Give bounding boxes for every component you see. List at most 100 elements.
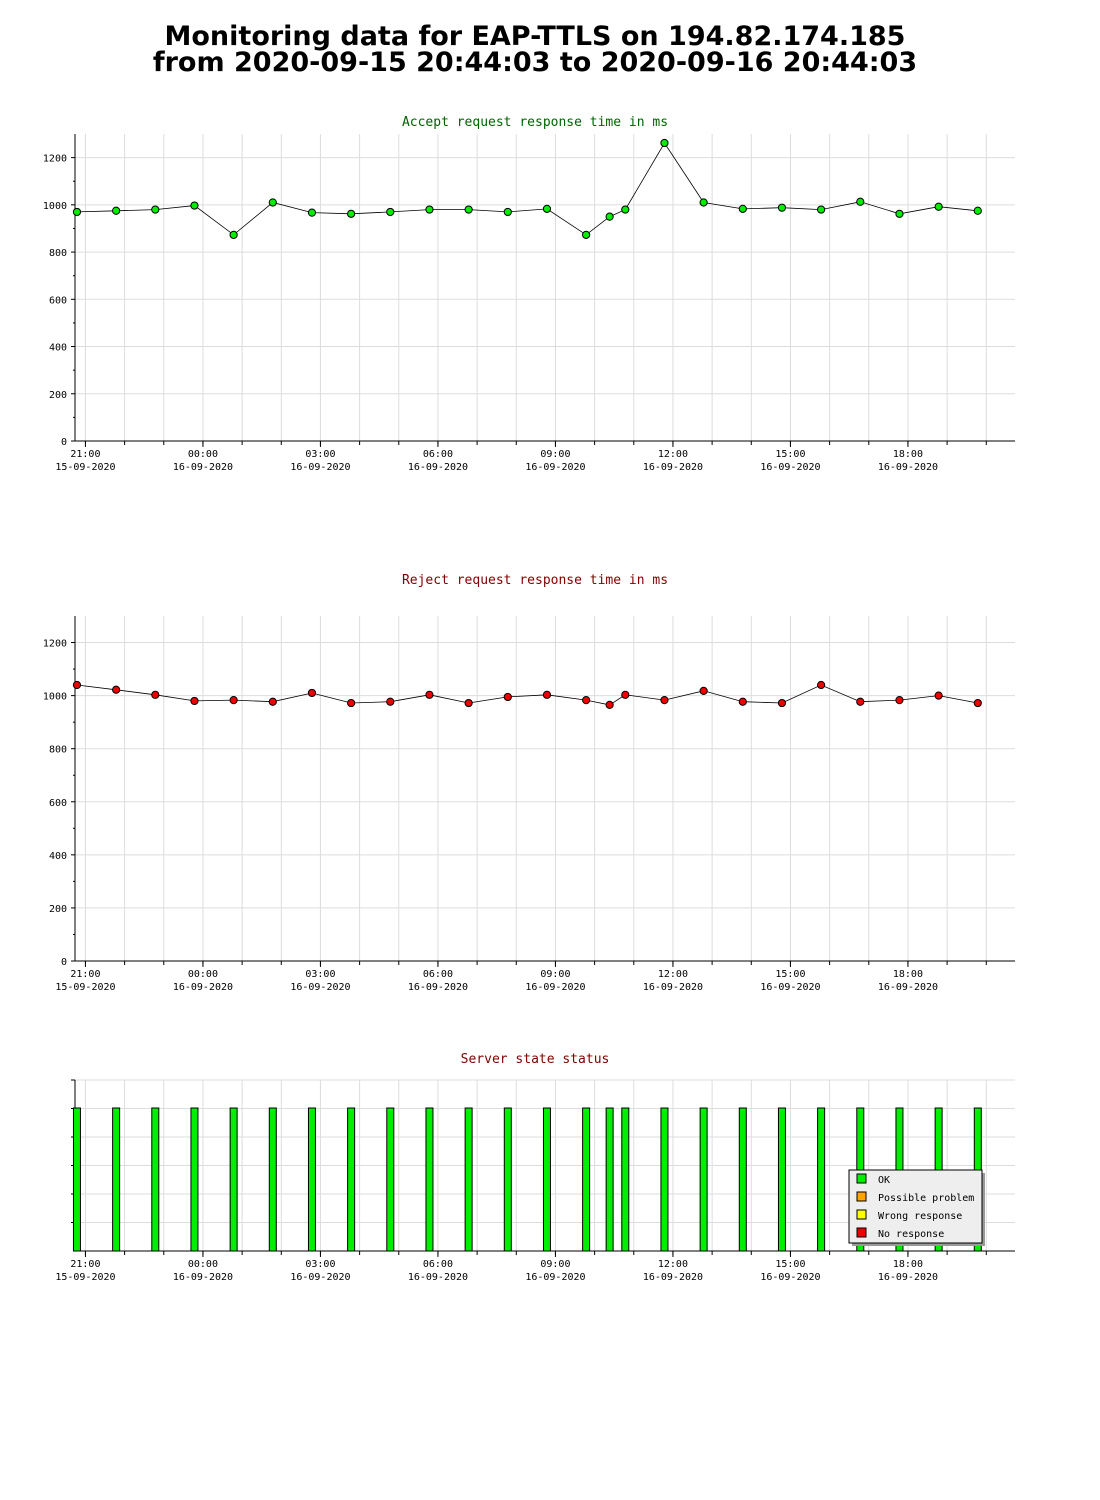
x-tick-label-time: 21:00 <box>70 449 100 460</box>
x-tick-label-time: 15:00 <box>775 1259 805 1270</box>
data-point <box>425 205 434 214</box>
x-tick-label-time: 21:00 <box>70 1259 100 1270</box>
legend-label-wrong-response: Wrong response <box>878 1211 962 1222</box>
data-point <box>112 685 121 694</box>
x-tick-label-date: 16-09-2020 <box>525 982 585 993</box>
data-point <box>503 692 512 702</box>
series-line <box>76 142 978 236</box>
status-bar <box>605 1107 614 1252</box>
x-tick-label-date: 16-09-2020 <box>408 1272 468 1283</box>
x-tick-label-time: 09:00 <box>540 969 570 980</box>
data-point <box>347 698 356 708</box>
x-tick-label-date: 16-09-2020 <box>878 462 938 473</box>
legend-label-ok: OK <box>878 1175 890 1186</box>
data-point <box>605 700 614 710</box>
page-title-line-1: Monitoring data for EAP-TTLS on 194.82.1… <box>164 21 906 52</box>
x-tick-label-date: 16-09-2020 <box>760 1272 820 1283</box>
status-bar <box>229 1107 238 1252</box>
x-tick-label-date: 16-09-2020 <box>525 462 585 473</box>
data-point <box>895 209 904 218</box>
y-tick-label: 1200 <box>43 639 67 650</box>
data-point <box>738 204 747 213</box>
x-tick-label-date: 15-09-2020 <box>55 462 115 473</box>
data-point <box>347 209 356 218</box>
x-tick-label-date: 16-09-2020 <box>643 982 703 993</box>
data-point <box>777 203 787 212</box>
y-tick-label: 600 <box>49 798 67 809</box>
x-tick-label-date: 16-09-2020 <box>643 462 703 473</box>
data-point <box>621 205 630 214</box>
x-tick-label-date: 16-09-2020 <box>290 982 350 993</box>
x-tick-label-time: 15:00 <box>775 449 805 460</box>
status-bar <box>190 1107 199 1252</box>
legend-swatch-possible-problem <box>856 1191 867 1202</box>
y-tick-label: 200 <box>49 390 67 401</box>
legend-swatch-no-response <box>856 1227 867 1238</box>
legend-swatch-wrong-response <box>856 1209 867 1220</box>
status-bar <box>503 1107 512 1252</box>
data-point <box>817 205 826 214</box>
data-point <box>699 198 708 207</box>
data-point <box>660 138 669 148</box>
data-point <box>934 202 943 211</box>
data-point <box>307 208 317 217</box>
reject-chart-title: Reject request response time in ms <box>402 573 668 588</box>
status-bar <box>699 1107 708 1252</box>
y-tick-label: 400 <box>49 851 67 862</box>
legend <box>848 1169 983 1244</box>
x-tick-label-time: 06:00 <box>423 969 453 980</box>
x-tick-label-time: 18:00 <box>893 449 923 460</box>
x-tick-label-date: 16-09-2020 <box>290 1272 350 1283</box>
legend-swatch-ok <box>856 1173 867 1184</box>
status-bar <box>112 1107 121 1252</box>
server-status-chart: 21:00 15-09-2020 00:00 16-09-2020 03:00 16-09… <box>55 1079 1015 1283</box>
data-point <box>895 696 904 705</box>
x-tick-label-time: 00:00 <box>188 449 218 460</box>
reject-response-chart: 0 200 400 600 800 1000 1200 21:00 15-09-2020 00:0… <box>43 616 1015 993</box>
data-point <box>777 698 787 708</box>
legend-label-possible-problem: Possible problem <box>878 1193 974 1204</box>
x-tick-label-date: 16-09-2020 <box>173 982 233 993</box>
x-tick-label-date: 15-09-2020 <box>55 982 115 993</box>
status-bar <box>307 1107 316 1252</box>
legend-label-no-response: No response <box>878 1229 944 1240</box>
x-tick-label-time: 03:00 <box>305 1259 335 1270</box>
x-tick-label-time: 09:00 <box>540 449 570 460</box>
x-tick-label-time: 06:00 <box>423 449 453 460</box>
accept-response-chart: 0 200 400 600 800 1000 1200 21:00 15-09-2020 00:0… <box>43 134 1015 473</box>
x-tick-label-date: 16-09-2020 <box>525 1272 585 1283</box>
data-point <box>386 697 395 706</box>
x-tick-label-date: 16-09-2020 <box>173 462 233 473</box>
x-tick-label-date: 16-09-2020 <box>760 982 820 993</box>
data-point <box>856 697 865 706</box>
page-title: Monitoring data for EAP-TTLS on 194.82.1… <box>0 21 1070 76</box>
data-point <box>973 698 982 708</box>
status-bar <box>72 1107 81 1252</box>
x-tick-label-date: 16-09-2020 <box>408 982 468 993</box>
data-point <box>542 690 552 699</box>
data-point <box>621 690 630 699</box>
x-tick-label-time: 18:00 <box>893 969 923 980</box>
data-point <box>425 690 434 699</box>
x-tick-label-time: 12:00 <box>658 969 688 980</box>
data-point <box>112 206 121 215</box>
x-tick-label-time: 03:00 <box>305 449 335 460</box>
data-point <box>464 698 473 708</box>
x-tick-label-date: 15-09-2020 <box>55 1272 115 1283</box>
x-tick-label-time: 03:00 <box>305 969 335 980</box>
data-point <box>660 696 669 705</box>
data-point <box>542 204 552 213</box>
x-tick-label-time: 21:00 <box>70 969 100 980</box>
x-tick-label-date: 16-09-2020 <box>408 462 468 473</box>
x-tick-label-date: 16-09-2020 <box>290 462 350 473</box>
x-tick-label-time: 18:00 <box>893 1259 923 1270</box>
y-tick-label: 400 <box>49 343 67 354</box>
data-point <box>699 686 708 695</box>
data-point <box>738 697 747 706</box>
x-tick-label-time: 00:00 <box>188 969 218 980</box>
status-bar <box>268 1107 277 1252</box>
y-tick-label: 200 <box>49 904 67 915</box>
x-tick-label-time: 12:00 <box>658 449 688 460</box>
data-point <box>817 680 826 690</box>
x-tick-label-date: 16-09-2020 <box>173 1272 233 1283</box>
